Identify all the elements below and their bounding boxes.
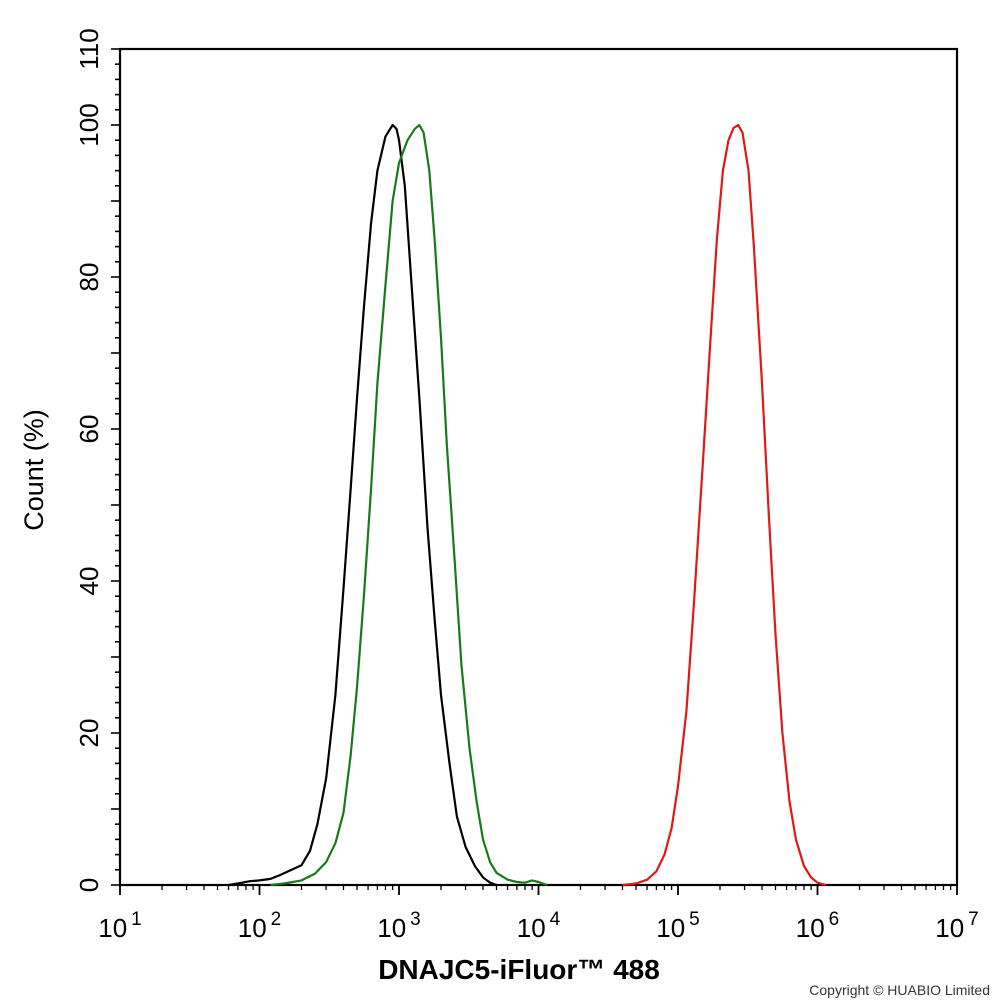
series-line-3 <box>622 123 827 887</box>
plot-frame <box>118 47 959 887</box>
x-axis-title: DNAJC5-iFluor™ 488 <box>378 954 660 985</box>
series-group <box>228 123 827 887</box>
y-tick-label: 80 <box>74 263 104 292</box>
copyright-notice: Copyright © HUABIO Limited <box>809 982 990 998</box>
x-tick-label: 10 2 <box>238 909 282 943</box>
x-tick-label: 10 5 <box>656 909 700 943</box>
series-line-1 <box>228 123 497 887</box>
y-tick-label: 110 <box>74 28 104 69</box>
series-line-2 <box>270 123 548 887</box>
y-tick-label: 100 <box>74 103 104 146</box>
x-axis: 10 1 10 2 10 3 10 4 10 5 10 6 10 7 <box>98 885 979 943</box>
y-axis-title: Count (%) <box>19 409 49 531</box>
x-tick-label: 10 6 <box>796 909 840 943</box>
y-tick-label: 20 <box>74 719 104 748</box>
x-tick-label: 10 4 <box>517 909 561 943</box>
x-tick-label: 10 7 <box>935 909 979 943</box>
y-tick-label: 40 <box>74 567 104 596</box>
x-tick-label: 10 1 <box>98 909 142 943</box>
y-axis: 0 20 40 60 80 100 110 <box>74 28 120 892</box>
y-tick-label: 60 <box>74 415 104 444</box>
y-tick-label: 0 <box>74 878 104 892</box>
x-tick-label: 10 3 <box>377 909 421 943</box>
